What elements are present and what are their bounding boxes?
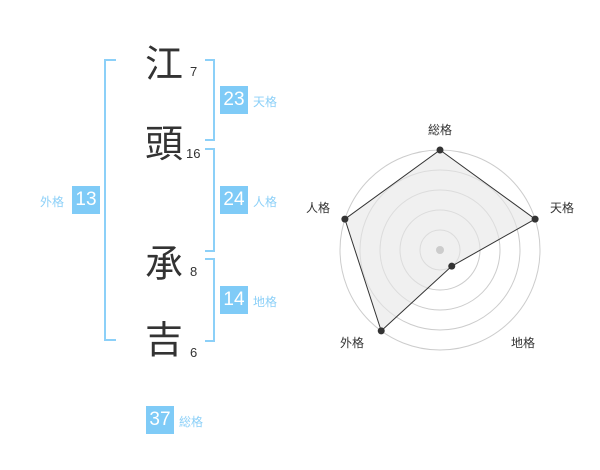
radar-polygon — [344, 149, 537, 332]
gaikaku-value: 13 — [72, 186, 100, 214]
axis-label: 地格 — [511, 335, 535, 350]
tenkaku-value: 23 — [220, 86, 248, 114]
stroke-count: 6 — [190, 345, 198, 360]
stroke-count: 8 — [190, 264, 198, 279]
radar-point — [341, 215, 349, 223]
jinkaku-label: 人格 — [253, 195, 278, 209]
name-char: 頭 — [144, 122, 183, 166]
axis-label: 総格 — [428, 122, 452, 137]
soukaku-label: 総格 — [179, 415, 204, 429]
radar-point — [531, 215, 539, 223]
stroke-count: 16 — [186, 146, 201, 161]
radar-point — [436, 146, 444, 154]
radar-center — [436, 246, 444, 254]
stroke-count: 7 — [190, 64, 198, 79]
axis-label: 人格 — [306, 200, 330, 215]
radar-point — [377, 327, 385, 335]
tenkaku-label: 天格 — [253, 95, 278, 109]
name-char: 承 — [144, 242, 183, 286]
chikaku-value: 14 — [220, 286, 248, 314]
jinkaku-value: 24 — [220, 186, 248, 214]
axis-label: 天格 — [550, 200, 574, 215]
axis-label: 外格 — [340, 335, 364, 350]
gaikaku-label: 外格 — [40, 195, 65, 209]
jinkaku-bracket — [205, 148, 215, 252]
chikaku-label: 地格 — [253, 295, 278, 309]
soukaku-value: 37 — [146, 406, 174, 434]
name-char: 江 — [144, 42, 183, 86]
name-char: 吉 — [144, 318, 183, 362]
tenkaku-bracket — [205, 59, 215, 141]
radar-point — [448, 262, 456, 270]
chikaku-bracket — [205, 258, 215, 342]
gaikaku-bracket — [104, 59, 116, 341]
